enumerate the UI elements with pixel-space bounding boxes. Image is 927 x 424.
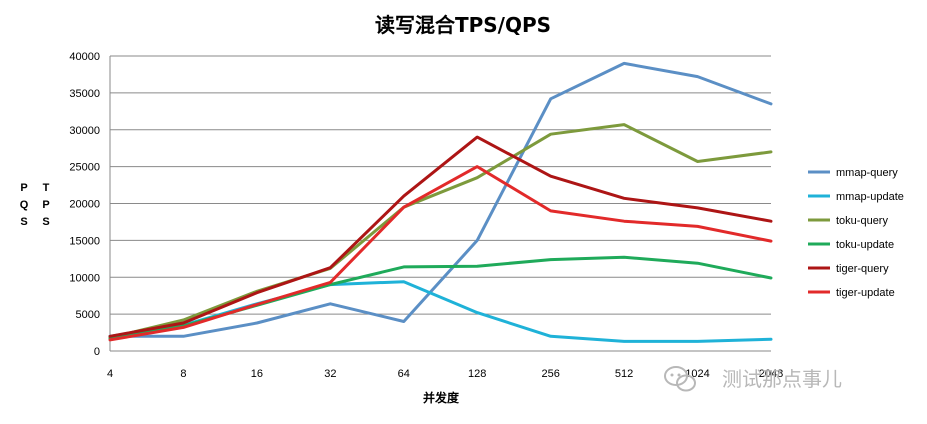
x-tick-label: 8 [180,368,186,380]
x-tick-label: 256 [541,368,559,380]
legend-entry: mmap-update [836,191,904,203]
legend-entry: tiger-query [836,263,889,275]
y-tick-label: 40000 [69,51,100,63]
x-tick-label: 1024 [685,368,709,380]
y-axis-label-right-char: T [43,182,50,194]
legend: mmap-query mmap-update toku-query toku-upda… [808,167,904,299]
y-tick-label: 5000 [76,309,100,321]
chart-title: 读写混合TPS/QPS [375,13,551,37]
y-axis-label-right: TPS [42,182,49,228]
y-axis-label-right-char: S [42,216,49,228]
y-axis-label-left-char: P [20,182,27,194]
y-tick-label: 0 [94,346,100,358]
x-axis-label: 并发度 [423,390,460,405]
y-tick-label: 25000 [69,162,100,174]
y-axis-label-left-char: S [20,216,27,228]
x-tick-labels: 4 8 16 32 64 128 256 512 1024 2048 [107,368,783,380]
x-tick-label: 64 [398,368,410,380]
y-tick-label: 10000 [69,272,100,284]
series-lines [108,61,773,343]
wechat-icon [664,366,696,392]
legend-entry: toku-query [836,215,888,227]
legend-entry: toku-update [836,239,894,251]
axes [109,56,771,352]
series-line-tiger-query [108,135,773,338]
y-tick-labels: 0 5000 10000 15000 20000 25000 30000 35000 40000 [69,51,100,358]
watermark: 测试那点事儿 [664,366,842,392]
gridlines [110,55,771,315]
x-tick-label: 32 [324,368,336,380]
series-line-mmap-query [108,61,773,338]
y-tick-label: 35000 [69,88,100,100]
x-tick-label: 16 [251,368,263,380]
series-line-tiger-update [108,165,773,342]
y-axis-label-left: PQS [20,182,29,228]
y-tick-label: 20000 [69,199,100,211]
x-tick-label: 4 [107,368,113,380]
legend-entry: tiger-update [836,287,895,299]
y-axis-label-right-char: P [42,199,49,211]
x-tick-label: 2048 [759,368,783,380]
y-axis-label-left-char: Q [20,199,29,211]
legend-entry: mmap-query [836,167,898,179]
watermark-text: 测试那点事儿 [722,367,842,391]
series-line-toku-query [108,123,773,340]
x-tick-label: 128 [468,368,486,380]
y-tick-label: 15000 [69,235,100,247]
y-tick-label: 30000 [69,125,100,137]
x-tick-label: 512 [615,368,633,380]
